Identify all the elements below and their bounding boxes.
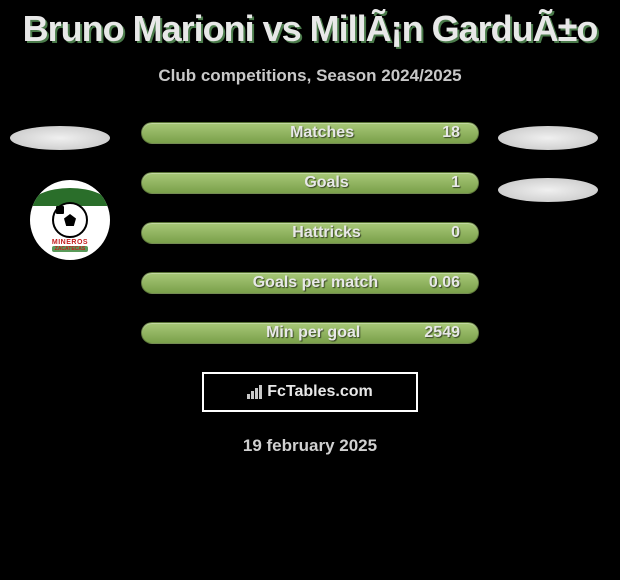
stat-row: Hattricks 0 — [0, 222, 620, 244]
stat-label: Goals — [142, 174, 451, 192]
bar-chart-icon — [247, 385, 263, 399]
stat-label: Goals per match — [142, 274, 429, 292]
stat-pill-hattricks: Hattricks 0 — [141, 222, 479, 244]
stat-row: Goals 1 — [0, 172, 620, 194]
page-subtitle: Club competitions, Season 2024/2025 — [0, 66, 620, 86]
stat-pill-goals-per-match: Goals per match 0.06 — [141, 272, 479, 294]
stats-container: Matches 18 Goals 1 Hattricks 0 Goals per… — [0, 122, 620, 344]
stat-value: 0.06 — [429, 274, 460, 292]
footer-brand-box[interactable]: FcTables.com — [202, 372, 418, 412]
stat-row: Matches 18 — [0, 122, 620, 144]
page-title: Bruno Marioni vs MillÃ¡n GarduÃ±o — [0, 0, 620, 50]
stat-row: Goals per match 0.06 — [0, 272, 620, 294]
stat-row: Min per goal 2549 — [0, 322, 620, 344]
stat-label: Matches — [142, 124, 442, 142]
stat-value: 18 — [442, 124, 460, 142]
stat-pill-min-per-goal: Min per goal 2549 — [141, 322, 479, 344]
stat-pill-goals: Goals 1 — [141, 172, 479, 194]
date-text: 19 february 2025 — [0, 436, 620, 456]
footer-brand-text: FcTables.com — [267, 383, 373, 401]
stat-value: 0 — [451, 224, 460, 242]
stat-label: Hattricks — [142, 224, 451, 242]
stat-label: Min per goal — [142, 324, 424, 342]
stat-value: 2549 — [424, 324, 460, 342]
stat-value: 1 — [451, 174, 460, 192]
stat-pill-matches: Matches 18 — [141, 122, 479, 144]
